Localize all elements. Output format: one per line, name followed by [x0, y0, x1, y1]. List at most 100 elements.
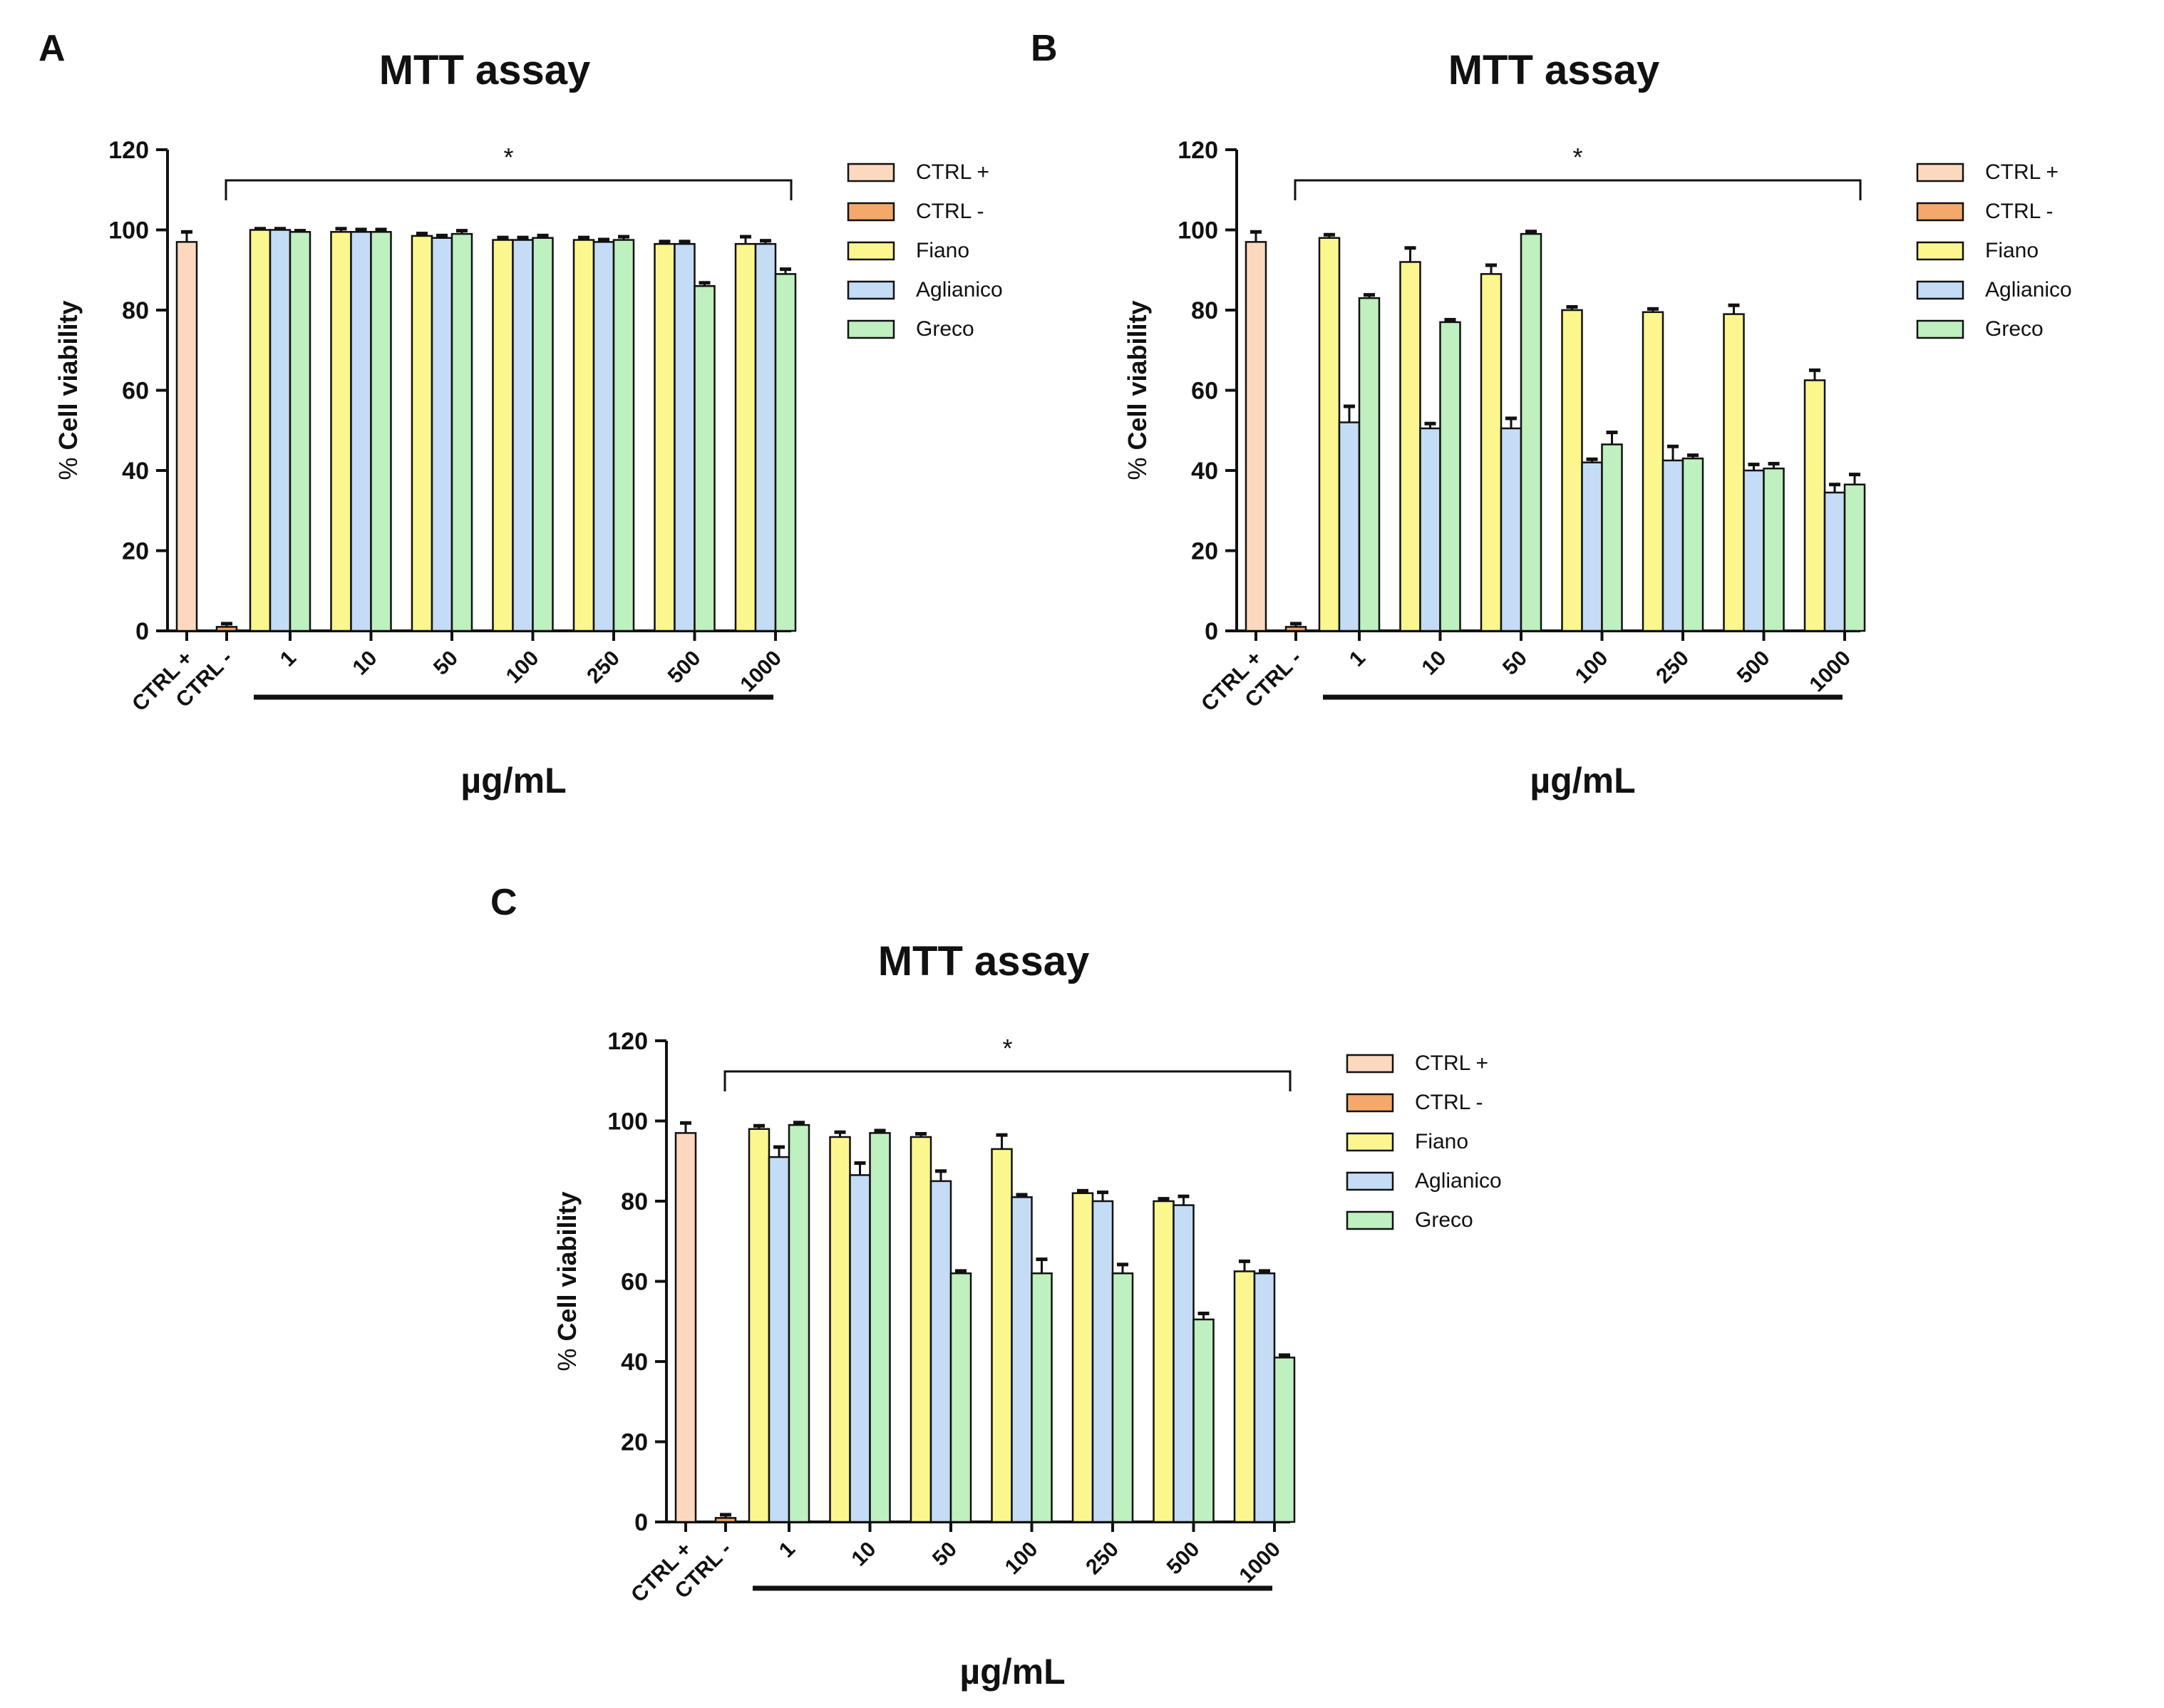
- x-tick-label: 500: [1163, 1538, 1205, 1580]
- x-tick-label: 10: [847, 1538, 881, 1571]
- panel-letter-c: C: [490, 882, 517, 923]
- legend-swatch: [1346, 1171, 1394, 1191]
- significance-bracket: [723, 1070, 1292, 1091]
- bar-greco-1000: [774, 273, 797, 632]
- legend-swatch: [847, 319, 895, 339]
- legend-swatch: [1916, 202, 1964, 222]
- y-tick-label: 80: [122, 297, 149, 324]
- bar-aglianico-100: [1581, 461, 1603, 632]
- legend-label: Greco: [916, 317, 974, 341]
- y-tick-label: 60: [621, 1269, 648, 1296]
- legend-label: CTRL +: [1415, 1051, 1488, 1075]
- bar-fiano-10: [1399, 261, 1421, 632]
- bar-greco-10: [370, 231, 392, 632]
- bar-fiano-50: [1480, 273, 1503, 632]
- legend-swatch: [847, 163, 895, 182]
- legend-swatch: [1346, 1054, 1394, 1074]
- x-tick-label: 500: [1733, 647, 1775, 689]
- y-tick-label: 120: [607, 1028, 648, 1055]
- bar-ctrl-minus: [714, 1517, 737, 1523]
- bar-greco-100: [1031, 1272, 1053, 1523]
- y-tick-label: 100: [108, 217, 149, 245]
- legend-swatch: [1916, 319, 1964, 339]
- bar-ctrl-plus: [1245, 241, 1267, 632]
- legend-label: CTRL +: [1985, 160, 2059, 184]
- bar-fiano-50: [910, 1136, 932, 1523]
- x-tick-label: 10: [1418, 647, 1451, 680]
- bar-greco-500: [1763, 467, 1785, 632]
- legend-swatch: [1346, 1132, 1394, 1152]
- significance-marker: *: [503, 143, 513, 172]
- bar-greco-250: [612, 239, 635, 632]
- bar-aglianico-50: [431, 237, 453, 632]
- bar-aglianico-10: [849, 1174, 871, 1523]
- legend-swatch: [1916, 241, 1964, 261]
- significance-marker: *: [1572, 143, 1582, 172]
- bar-greco-1000: [1273, 1357, 1296, 1523]
- bar-greco-50: [949, 1272, 972, 1523]
- bar-aglianico-100: [512, 239, 534, 632]
- x-tick-label: 1: [276, 647, 301, 672]
- bar-aglianico-1: [269, 229, 292, 632]
- y-tick-label: 80: [1191, 297, 1218, 324]
- x-axis-label: µg/mL: [959, 1652, 1065, 1692]
- bar-ctrl-plus: [175, 241, 198, 632]
- legend-label: CTRL +: [916, 160, 989, 184]
- bar-aglianico-500: [1743, 469, 1765, 632]
- x-tick-label: 250: [582, 647, 624, 689]
- bar-greco-250: [1681, 457, 1704, 632]
- y-axis-label: % Cell viability: [552, 1191, 582, 1371]
- bar-aglianico-10: [350, 231, 372, 632]
- bar-aglianico-500: [674, 242, 696, 632]
- bar-aglianico-50: [1500, 427, 1522, 632]
- bar-fiano-100: [492, 239, 514, 632]
- x-tick-label: 1000: [1805, 647, 1855, 697]
- y-tick-label: 100: [607, 1108, 648, 1136]
- bar-greco-250: [1111, 1272, 1134, 1523]
- panel-letter-a: A: [38, 28, 66, 69]
- legend-swatch: [1916, 280, 1964, 300]
- y-tick-label: 60: [122, 378, 149, 405]
- bar-aglianico-1: [1338, 421, 1361, 632]
- x-axis-label: µg/mL: [1530, 761, 1635, 801]
- bar-aglianico-1000: [1823, 491, 1846, 632]
- legend-label: Greco: [1415, 1208, 1473, 1232]
- y-axis-label-prefix: %: [552, 1349, 582, 1372]
- chart-title: MTT assay: [878, 938, 1090, 984]
- legend-swatch: [847, 241, 895, 261]
- legend-label: Fiano: [916, 239, 969, 262]
- bar-fiano-1: [249, 229, 272, 632]
- bar-greco-1: [788, 1123, 810, 1523]
- y-tick-label: 40: [122, 458, 149, 485]
- bar-fiano-500: [1153, 1200, 1175, 1523]
- y-tick-label: 20: [621, 1429, 648, 1456]
- chart-panel-b: MTT assay 0 20 40 60 80 100 120% Cell viability C…: [1123, 47, 2072, 801]
- y-tick-label: 40: [1191, 458, 1218, 485]
- bar-fiano-50: [411, 235, 433, 632]
- bar-greco-1000: [1843, 483, 1866, 632]
- bar-aglianico-100: [1011, 1196, 1033, 1523]
- y-tick-label: 80: [621, 1188, 648, 1215]
- bar-greco-10: [1439, 321, 1461, 632]
- bar-greco-1: [1358, 297, 1381, 632]
- legend-label: Aglianico: [1985, 278, 2072, 302]
- y-tick-label: 0: [1205, 618, 1218, 645]
- bar-fiano-500: [1723, 313, 1745, 632]
- bar-fiano-100: [1561, 309, 1583, 632]
- y-axis-label-prefix: %: [1123, 458, 1152, 480]
- x-axis-label: µg/mL: [460, 761, 566, 801]
- legend-swatch: [1346, 1093, 1394, 1113]
- bar-aglianico-1000: [754, 242, 777, 632]
- x-tick-label: 100: [1571, 647, 1613, 689]
- bar-fiano-10: [330, 231, 352, 632]
- significance-bracket: [225, 179, 793, 200]
- bar-fiano-250: [1071, 1192, 1094, 1523]
- significance-marker: *: [1002, 1034, 1012, 1063]
- x-tick-label: 250: [1652, 647, 1694, 689]
- bar-greco-50: [450, 232, 473, 632]
- panel-letter-b: B: [1031, 28, 1058, 69]
- legend-label: CTRL -: [1985, 200, 2054, 223]
- y-tick-label: 0: [135, 618, 149, 645]
- chart-title: MTT assay: [1448, 47, 1660, 93]
- chart-panel-a: MTT assay 0 20 40 60 80 100 120% Cell viability C…: [53, 47, 1003, 801]
